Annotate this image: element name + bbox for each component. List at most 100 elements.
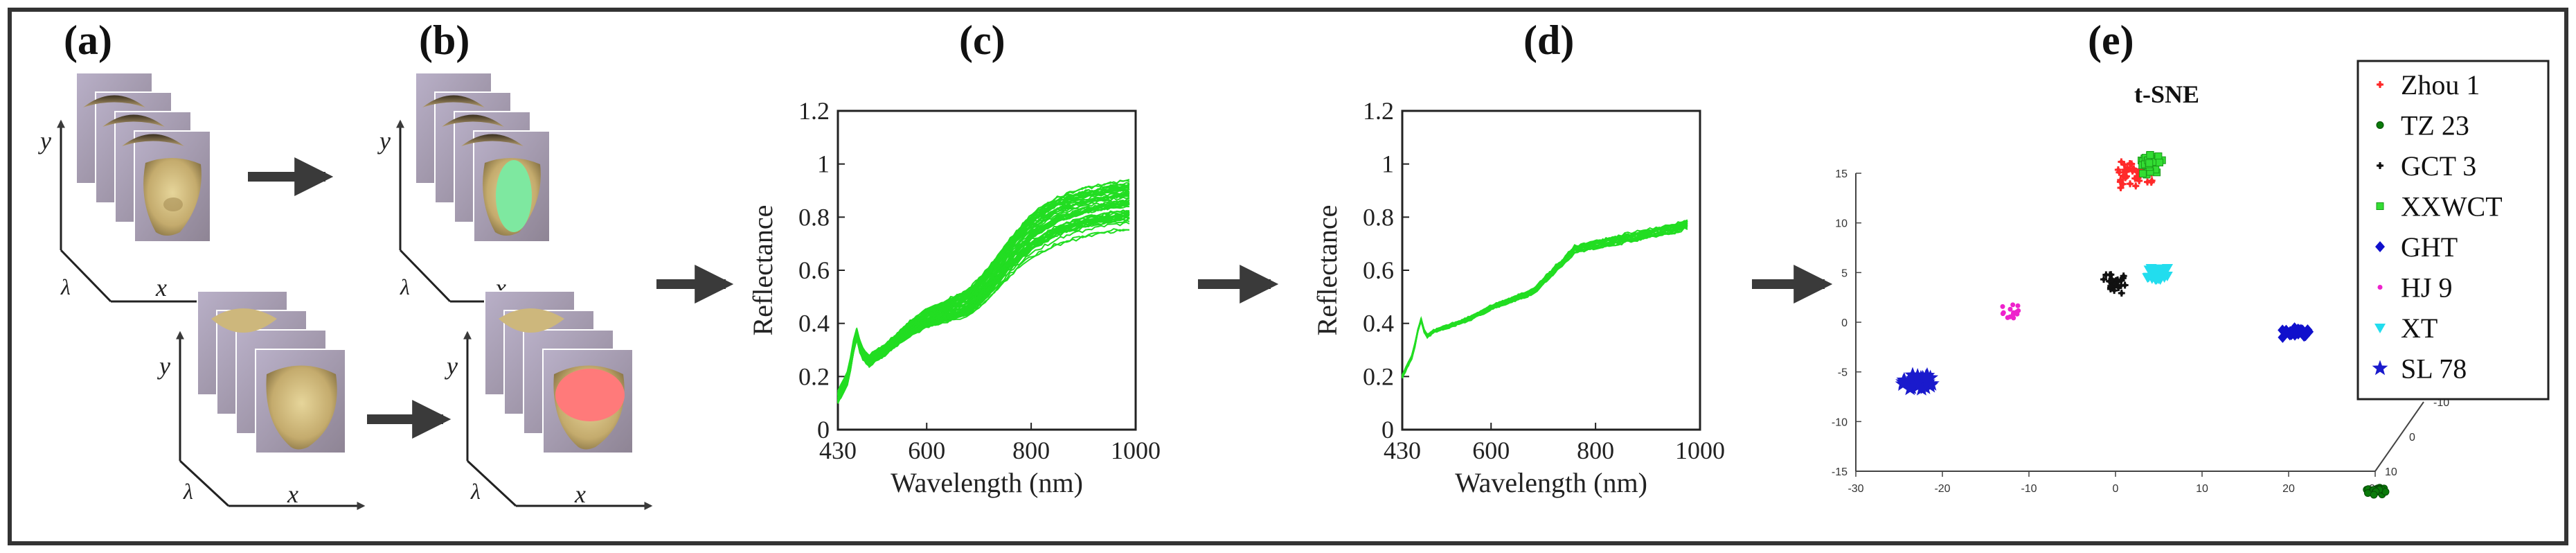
z-tick-label: 0 bbox=[1841, 317, 1848, 329]
scatter-point-dot bbox=[2128, 182, 2133, 186]
panel-label-d: (d) bbox=[1523, 17, 1574, 63]
scatter-point-dot bbox=[2109, 283, 2113, 288]
spectrum-line bbox=[1402, 220, 1688, 376]
roi-ellipse-green bbox=[496, 160, 532, 232]
reflectance-chart-averaged: 0 0.2 0.4 0.6 0.8 1 1.2 430 600 800 1000 Wavelength… bbox=[1312, 97, 1725, 498]
scatter-point-dot bbox=[2112, 288, 2117, 293]
spectrum-line bbox=[837, 202, 1130, 401]
scatter-point-dot bbox=[2109, 276, 2114, 281]
hypercube-top-b: y λ x bbox=[377, 72, 556, 306]
x-tick-label: -20 bbox=[1934, 483, 1950, 495]
scatter-point bbox=[2156, 159, 2164, 167]
x-tick-label: 20 bbox=[2282, 483, 2295, 495]
z-tick-label: -5 bbox=[1838, 367, 1848, 379]
scatter-point-dot bbox=[2378, 82, 2382, 87]
scatter-point bbox=[2146, 274, 2158, 284]
z-tick-label: -10 bbox=[1832, 416, 1848, 428]
scatter-point-dot bbox=[2378, 164, 2382, 168]
x-axis-title: Wavelength (nm) bbox=[1455, 467, 1647, 498]
legend-box bbox=[2356, 60, 2550, 401]
series-ght bbox=[2278, 322, 2314, 343]
panel-label-a: (a) bbox=[64, 17, 112, 63]
x-tick-label: 800 bbox=[1577, 437, 1614, 464]
scatter-point-dot bbox=[2118, 185, 2123, 190]
scatter-point bbox=[2372, 360, 2388, 376]
legend-label: Zhou 1 bbox=[2401, 69, 2480, 100]
x-axis-title: Wavelength (nm) bbox=[891, 467, 1083, 498]
scatter-point-dot bbox=[2118, 177, 2123, 182]
y-tick-label: 0.4 bbox=[1363, 310, 1394, 337]
scatter-point-dot bbox=[2137, 178, 2142, 183]
cube-axis-lambda: λ bbox=[60, 274, 71, 299]
spectrum-line bbox=[837, 183, 1130, 394]
y-tick-label: 10 bbox=[2385, 466, 2397, 478]
scatter-point-dot bbox=[2149, 178, 2154, 183]
scatter-point bbox=[2145, 264, 2157, 274]
scatter-point bbox=[2138, 170, 2147, 178]
legend-label: GHT bbox=[2401, 231, 2458, 263]
legend-label: SL 78 bbox=[2401, 353, 2467, 385]
scatter-point bbox=[2005, 315, 2010, 320]
scatter-point bbox=[2374, 324, 2386, 333]
legend-label: XXWCT bbox=[2401, 191, 2503, 222]
spectrum-line bbox=[837, 195, 1129, 399]
scatter-point-dot bbox=[2145, 179, 2150, 184]
z-tick-label: 10 bbox=[1835, 218, 1848, 230]
y-tick-label: 1 bbox=[817, 150, 830, 178]
scatter-point-dot bbox=[2120, 276, 2125, 281]
scatter-point-dot bbox=[2104, 272, 2109, 277]
scatter-point bbox=[2145, 159, 2154, 167]
roi-ellipse-red bbox=[555, 369, 625, 421]
scatter-point bbox=[2000, 304, 2005, 309]
cube-axis-y: y bbox=[157, 352, 170, 380]
z-tick-label: 5 bbox=[1841, 267, 1848, 279]
scatter-point bbox=[2157, 269, 2169, 279]
scatter-point-dot bbox=[2116, 277, 2120, 282]
legend-label: HJ 9 bbox=[2401, 272, 2452, 304]
scatter-point-dot bbox=[2134, 184, 2138, 188]
scatter-point bbox=[1920, 374, 1935, 389]
x-tick-label: 1000 bbox=[1675, 437, 1725, 464]
scatter-point bbox=[1917, 369, 1934, 384]
series-sl-78 bbox=[1895, 367, 1940, 396]
hypercube-bottom-a: y λ x bbox=[157, 290, 366, 510]
x-tick-label: 600 bbox=[908, 437, 945, 464]
x-tick-label: 800 bbox=[1012, 437, 1050, 464]
y-tick-label: 1.2 bbox=[798, 97, 830, 125]
series-hj-9 bbox=[2000, 302, 2021, 321]
x-tick-label: -10 bbox=[2021, 483, 2037, 495]
scatter-point bbox=[1913, 380, 1930, 396]
spectrum-line bbox=[837, 221, 1130, 403]
series-tz-23 bbox=[2363, 484, 2390, 499]
x-tick-label: 1000 bbox=[1111, 437, 1161, 464]
x-tick-label: 600 bbox=[1472, 437, 1510, 464]
legend-label: XT bbox=[2401, 313, 2438, 344]
z-tick-label: -15 bbox=[1832, 466, 1848, 478]
scatter-point bbox=[2015, 303, 2021, 308]
y-tick-label: 1.2 bbox=[1363, 97, 1394, 125]
y-tick-label: 0.2 bbox=[1363, 362, 1394, 390]
hypercube-bottom-b: y λ x bbox=[445, 290, 653, 510]
scatter-point bbox=[2376, 202, 2384, 210]
maize-kernel bbox=[266, 365, 337, 450]
scatter-point bbox=[1895, 376, 1911, 391]
y-tick-label: 0.6 bbox=[1363, 256, 1394, 284]
y-axis-line bbox=[2374, 401, 2424, 472]
series-xxwct bbox=[2138, 150, 2166, 179]
y-tick-label: 0 bbox=[1381, 416, 1394, 444]
y-axis-title: Reflectance bbox=[1312, 205, 1343, 336]
slice-stack bbox=[75, 72, 211, 243]
spectrum-line bbox=[1402, 226, 1688, 379]
scatter-point-dot bbox=[2116, 167, 2120, 172]
spectrum-line bbox=[837, 211, 1129, 402]
scatter-point bbox=[2302, 324, 2313, 335]
panel-label-e: (e) bbox=[2088, 17, 2134, 63]
y-axis-title: Reflectance bbox=[747, 205, 778, 336]
y-tick-label: 1 bbox=[1381, 150, 1394, 178]
cube-axis-y: y bbox=[445, 352, 458, 380]
scatter-point-dot bbox=[2119, 291, 2124, 296]
y-tick-label: 0.6 bbox=[798, 256, 830, 284]
scatter-point-dot bbox=[2109, 272, 2113, 277]
x-tick-label: -30 bbox=[1848, 483, 1863, 495]
